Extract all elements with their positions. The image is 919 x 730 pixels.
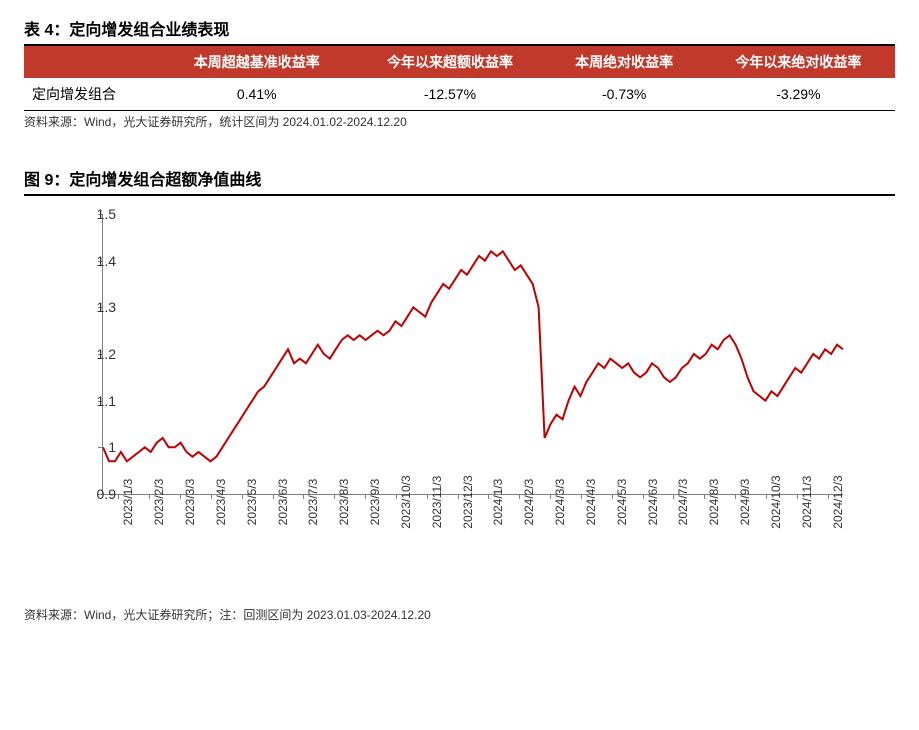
chart-container: 0.9 1 1.1 1.2 1.3 1.4 1.5 2023/1/3 2023/2/3 2023/… <box>24 204 864 604</box>
x-tick <box>519 494 520 499</box>
col-week-abs: 本周绝对收益率 <box>547 46 702 78</box>
x-tick-label: 2023/8/3 <box>337 479 351 526</box>
chart-title: 图 9：定向增发组合超额净值曲线 <box>24 166 895 196</box>
x-tick-label: 2023/4/3 <box>214 479 228 526</box>
x-tick-label: 2024/5/3 <box>615 479 629 526</box>
x-tick <box>643 494 644 499</box>
x-tick <box>118 494 119 499</box>
cell-ytd-abs: -3.29% <box>702 78 895 111</box>
x-tick-label: 2024/9/3 <box>738 479 752 526</box>
x-tick <box>427 494 428 499</box>
y-tick-label: 0.9 <box>76 486 116 502</box>
x-tick <box>242 494 243 499</box>
x-tick <box>828 494 829 499</box>
x-tick <box>612 494 613 499</box>
x-tick <box>797 494 798 499</box>
x-tick-label: 2023/10/3 <box>399 475 413 528</box>
x-tick <box>458 494 459 499</box>
performance-table: 本周超越基准收益率 今年以来超额收益率 本周绝对收益率 今年以来绝对收益率 定向… <box>24 46 895 111</box>
x-tick <box>704 494 705 499</box>
table-header-row: 本周超越基准收益率 今年以来超额收益率 本周绝对收益率 今年以来绝对收益率 <box>24 46 895 78</box>
x-tick <box>581 494 582 499</box>
x-tick <box>273 494 274 499</box>
x-tick-label: 2023/9/3 <box>368 479 382 526</box>
x-tick <box>334 494 335 499</box>
col-ytd-excess: 今年以来超额收益率 <box>353 46 546 78</box>
table-row: 定向增发组合 0.41% -12.57% -0.73% -3.29% <box>24 78 895 111</box>
x-tick-label: 2024/8/3 <box>707 479 721 526</box>
x-tick <box>766 494 767 499</box>
col-ytd-abs: 今年以来绝对收益率 <box>702 46 895 78</box>
nav-line <box>103 251 843 461</box>
x-tick <box>550 494 551 499</box>
table-title: 表 4：定向增发组合业绩表现 <box>24 16 895 46</box>
x-tick <box>180 494 181 499</box>
x-tick-label: 2023/12/3 <box>461 475 475 528</box>
x-tick-label: 2024/7/3 <box>676 479 690 526</box>
x-tick-label: 2024/3/3 <box>553 479 567 526</box>
x-tick <box>365 494 366 499</box>
x-tick-label: 2024/2/3 <box>522 479 536 526</box>
y-tick-label: 1.4 <box>76 253 116 269</box>
chart-source: 资料来源：Wind，光大证券研究所；注：回测区间为 2023.01.03-202… <box>24 606 895 623</box>
x-tick-label: 2023/6/3 <box>276 479 290 526</box>
x-tick <box>396 494 397 499</box>
y-tick-label: 1.2 <box>76 346 116 362</box>
col-blank <box>24 46 160 78</box>
y-tick-label: 1.5 <box>76 206 116 222</box>
x-tick <box>488 494 489 499</box>
y-tick-label: 1 <box>76 439 116 455</box>
x-tick <box>211 494 212 499</box>
line-chart-svg <box>103 214 843 494</box>
x-tick <box>735 494 736 499</box>
cell-week-excess: 0.41% <box>160 78 353 111</box>
x-tick <box>303 494 304 499</box>
x-tick <box>673 494 674 499</box>
x-tick-label: 2023/2/3 <box>152 479 166 526</box>
x-tick-label: 2024/4/3 <box>584 479 598 526</box>
y-tick-label: 1.3 <box>76 299 116 315</box>
x-tick-label: 2023/5/3 <box>245 479 259 526</box>
cell-ytd-excess: -12.57% <box>353 78 546 111</box>
x-tick-label: 2023/3/3 <box>183 479 197 526</box>
x-tick-label: 2023/11/3 <box>430 476 444 529</box>
row-label: 定向增发组合 <box>24 78 160 111</box>
x-tick-label: 2024/11/3 <box>800 476 814 529</box>
x-tick-label: 2024/1/3 <box>491 479 505 526</box>
x-tick-label: 2023/1/3 <box>121 479 135 526</box>
x-tick-label: 2024/12/3 <box>831 475 845 528</box>
x-tick-label: 2024/6/3 <box>646 479 660 526</box>
table-source: 资料来源：Wind，光大证券研究所，统计区间为 2024.01.02-2024.… <box>24 113 895 130</box>
x-tick-label: 2023/7/3 <box>306 479 320 526</box>
cell-week-abs: -0.73% <box>547 78 702 111</box>
chart-plot-area <box>102 214 843 495</box>
x-tick-label: 2024/10/3 <box>769 475 783 528</box>
col-week-excess: 本周超越基准收益率 <box>160 46 353 78</box>
y-tick-label: 1.1 <box>76 393 116 409</box>
x-tick <box>149 494 150 499</box>
